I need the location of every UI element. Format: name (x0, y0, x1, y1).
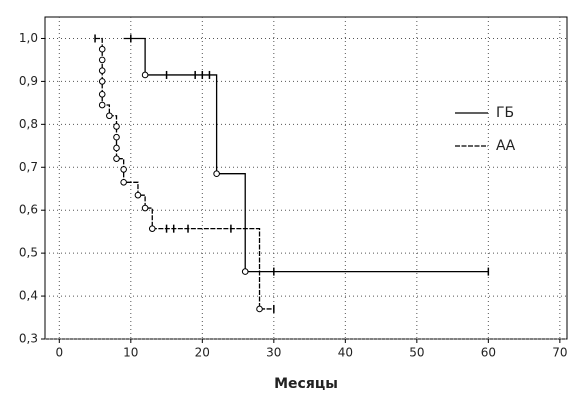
event-marker (99, 79, 105, 85)
x-tick-label: 40 (338, 346, 353, 360)
y-tick-label: 0,9 (19, 74, 38, 88)
y-tick-label: 1,0 (19, 31, 38, 45)
event-marker (114, 156, 120, 162)
event-marker (114, 124, 120, 130)
y-tick-label: 0,6 (19, 203, 38, 217)
x-tick-label: 60 (481, 346, 496, 360)
event-marker (99, 91, 105, 97)
survival-line (124, 38, 489, 271)
legend-label: АА (496, 138, 516, 154)
event-marker (99, 68, 105, 74)
y-tick-label: 0,5 (19, 246, 38, 260)
event-marker (121, 167, 127, 173)
event-marker (114, 134, 120, 140)
y-tick-label: 0,7 (19, 160, 38, 174)
event-marker (114, 145, 120, 151)
event-marker (99, 57, 105, 63)
y-tick-label: 0,4 (19, 289, 38, 303)
x-axis-label: Месяцы (274, 376, 338, 392)
event-marker (214, 171, 220, 177)
event-marker (99, 102, 105, 108)
x-tick-label: 10 (123, 346, 138, 360)
event-marker (257, 306, 263, 312)
event-marker (242, 269, 248, 275)
survival-line (95, 38, 274, 308)
legend-label: ГБ (496, 105, 514, 121)
event-marker (107, 113, 113, 119)
y-tick-label: 0,3 (19, 332, 38, 346)
x-tick-label: 50 (409, 346, 424, 360)
event-marker (121, 179, 127, 185)
x-tick-label: 20 (195, 346, 210, 360)
event-marker (142, 72, 148, 78)
x-tick-label: 0 (55, 346, 63, 360)
event-marker (142, 205, 148, 211)
event-marker (99, 46, 105, 52)
event-marker (149, 226, 155, 232)
x-tick-label: 30 (266, 346, 281, 360)
event-marker (135, 192, 141, 198)
y-tick-label: 0,8 (19, 117, 38, 131)
x-tick-label: 70 (552, 346, 567, 360)
